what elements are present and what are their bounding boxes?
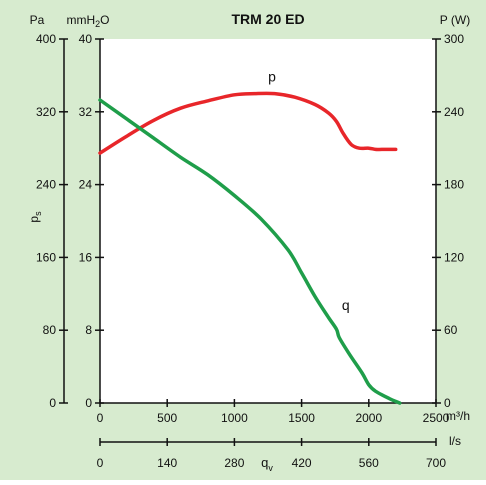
left-axis-unit: Pa [30,13,45,27]
chart-title: TRM 20 ED [231,11,304,27]
x-tick-label: 1500 [288,411,315,425]
x-secondary-tick-label: 560 [359,456,379,470]
power-tick-label: 300 [444,32,464,46]
x-secondary-tick-label: 420 [292,456,312,470]
series-q-label: q [342,297,350,313]
mmh2o-tick-label: 40 [79,32,93,46]
power-tick-label: 0 [444,396,451,410]
left-secondary-axis-unit: mmH2O [66,13,109,29]
x-tick-label: 2500 [423,411,450,425]
mmh2o-tick-label: 24 [79,178,93,192]
series-labels-layer: pq [268,68,350,313]
series-p-line [98,91,398,155]
series-p-label: p [268,68,276,84]
pa-tick-label: 400 [36,32,56,46]
pa-tick-label: 240 [36,178,56,192]
series-layer [98,91,402,405]
x-secondary-tick-label: 280 [224,456,244,470]
axes-layer: 0801602403204000816243240060120180240300… [36,32,464,470]
pa-tick-label: 0 [49,396,56,410]
mmh2o-tick-label: 8 [85,323,92,337]
pa-tick-label: 160 [36,250,56,264]
x-axis-name: qv [261,455,273,473]
x-tick-label: 1000 [221,411,248,425]
power-tick-label: 120 [444,250,464,264]
pa-tick-label: 80 [43,323,57,337]
power-tick-label: 240 [444,105,464,119]
mmh2o-tick-label: 32 [79,105,93,119]
x-tick-label: 0 [97,411,104,425]
x-axis-unit: m³/h [446,409,470,423]
power-tick-label: 180 [444,178,464,192]
x-secondary-tick-label: 0 [97,456,104,470]
plot-area [100,39,436,403]
x-secondary-tick-label: 140 [157,456,177,470]
x-tick-label: 2000 [355,411,382,425]
mmh2o-tick-label: 16 [79,250,93,264]
mmh2o-tick-label: 0 [85,396,92,410]
series-q-line [98,98,402,405]
power-tick-label: 60 [444,323,458,337]
x-tick-label: 500 [157,411,177,425]
x-axis-secondary-unit: l/s [449,434,461,448]
y-axis-name: ps [27,211,43,223]
x-secondary-tick-label: 700 [426,456,446,470]
pa-tick-label: 320 [36,105,56,119]
right-axis-unit: P (W) [440,13,470,27]
